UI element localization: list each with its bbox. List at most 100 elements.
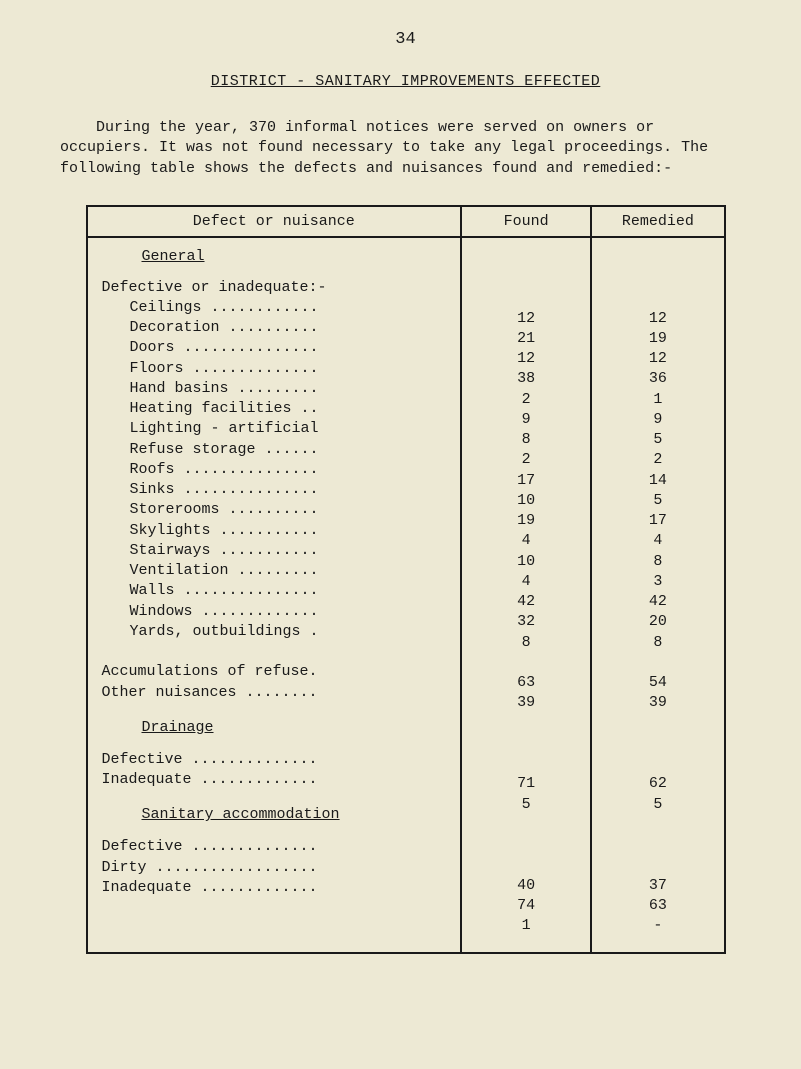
row-label: Heating facilities ..	[102, 399, 319, 419]
table-row: Refuse storage ......	[102, 440, 446, 460]
found-value: 32	[470, 612, 582, 632]
blank-line	[470, 288, 582, 308]
remedied-value: 8	[600, 633, 715, 653]
row-label: Sinks ...............	[102, 480, 319, 500]
header-remedied: Remedied	[591, 206, 724, 237]
row-label: Windows .............	[102, 602, 319, 622]
document-page: 34 DISTRICT - SANITARY IMPROVEMENTS EFFE…	[0, 0, 801, 994]
found-value: 74	[470, 896, 582, 916]
table-row: Inadequate .............	[102, 878, 446, 898]
row-label: Decoration ..........	[102, 318, 319, 338]
row-label: Doors ...............	[102, 338, 319, 358]
found-column: 12 21 12 38 2 9 8 2 17 10 19 4 10 4	[461, 237, 591, 954]
table-row: Floors ..............	[102, 359, 446, 379]
blank-line	[600, 248, 715, 268]
blank-line	[470, 714, 582, 734]
blank-line	[470, 855, 582, 875]
remedied-value: 37	[600, 876, 715, 896]
remedied-value: 4	[600, 531, 715, 551]
remedied-value: 20	[600, 612, 715, 632]
found-value: 8	[470, 633, 582, 653]
remedied-value: 14	[600, 471, 715, 491]
remedied-value: 19	[600, 329, 715, 349]
header-found: Found	[461, 206, 591, 237]
blank-line	[600, 754, 715, 774]
table-row: Decoration ..........	[102, 318, 446, 338]
blank-line	[470, 754, 582, 774]
row-label: Stairways ...........	[102, 541, 319, 561]
header-defect: Defect or nuisance	[87, 206, 461, 237]
row-label: Inadequate .............	[102, 770, 318, 790]
remedied-value: 12	[600, 309, 715, 329]
remedied-value: 8	[600, 552, 715, 572]
row-label: Defective ..............	[102, 837, 318, 857]
table-row: Ceilings ............	[102, 298, 446, 318]
table-row: Skylights ...........	[102, 521, 446, 541]
row-label: Storerooms ..........	[102, 500, 319, 520]
row-label: Floors ..............	[102, 359, 319, 379]
blank-line	[600, 815, 715, 835]
table-row: Lighting - artificial	[102, 419, 446, 439]
page-number: 34	[60, 30, 751, 49]
blank-line	[470, 268, 582, 288]
table-row: Yards, outbuildings .	[102, 622, 446, 642]
blank-line	[600, 653, 715, 673]
remedied-value: 12	[600, 349, 715, 369]
remedied-value: 2	[600, 450, 715, 470]
row-label: Skylights ...........	[102, 521, 319, 541]
blank-line	[102, 642, 446, 662]
remedied-value: 5	[600, 491, 715, 511]
found-value: 39	[470, 693, 582, 713]
found-value: 10	[470, 552, 582, 572]
found-value: 1	[470, 916, 582, 936]
table-row: Heating facilities ..	[102, 399, 446, 419]
section-heading-drainage: Drainage	[142, 719, 446, 736]
row-label: Hand basins .........	[102, 379, 319, 399]
row-label: Dirty ..................	[102, 858, 318, 878]
blank-line	[470, 248, 582, 268]
found-value: 63	[470, 673, 582, 693]
table-row: Doors ...............	[102, 338, 446, 358]
remedied-value: 5	[600, 795, 715, 815]
remedied-value: 54	[600, 673, 715, 693]
row-label: Inadequate .............	[102, 878, 318, 898]
blank-line	[470, 835, 582, 855]
table-row: Stairways ...........	[102, 541, 446, 561]
found-value: 8	[470, 430, 582, 450]
table-row: Defective ..............	[102, 837, 446, 857]
remedied-value: 1	[600, 390, 715, 410]
table-row: Defective ..............	[102, 750, 446, 770]
remedied-column: 12 19 12 36 1 9 5 2 14 5 17 4 8 3	[591, 237, 724, 954]
blank-line	[600, 734, 715, 754]
table-row: Roofs ...............	[102, 460, 446, 480]
document-title: DISTRICT - SANITARY IMPROVEMENTS EFFECTE…	[60, 73, 751, 90]
found-value: 71	[470, 774, 582, 794]
general-subintro: Defective or inadequate:-	[102, 279, 446, 296]
row-label: Ceilings ............	[102, 298, 319, 318]
blank-line	[470, 653, 582, 673]
blank-line	[470, 815, 582, 835]
remedied-value: 39	[600, 693, 715, 713]
table-body-row: General Defective or inadequate:- Ceilin…	[87, 237, 725, 954]
table-row: Other nuisances ........	[102, 683, 446, 703]
remedied-value: 9	[600, 410, 715, 430]
remedied-value: 63	[600, 896, 715, 916]
found-value: 10	[470, 491, 582, 511]
blank-line	[600, 835, 715, 855]
row-label: Lighting - artificial	[102, 419, 319, 439]
remedied-value: 3	[600, 572, 715, 592]
table-row: Storerooms ..........	[102, 500, 446, 520]
found-value: 2	[470, 450, 582, 470]
found-value: 2	[470, 390, 582, 410]
found-value: 12	[470, 349, 582, 369]
row-label: Ventilation .........	[102, 561, 319, 581]
defect-column: General Defective or inadequate:- Ceilin…	[87, 237, 461, 954]
found-value: 40	[470, 876, 582, 896]
remedied-value: 62	[600, 774, 715, 794]
found-value: 4	[470, 531, 582, 551]
blank-line	[600, 288, 715, 308]
found-value: 19	[470, 511, 582, 531]
found-value: 21	[470, 329, 582, 349]
remedied-value: 17	[600, 511, 715, 531]
blank-line	[600, 714, 715, 734]
